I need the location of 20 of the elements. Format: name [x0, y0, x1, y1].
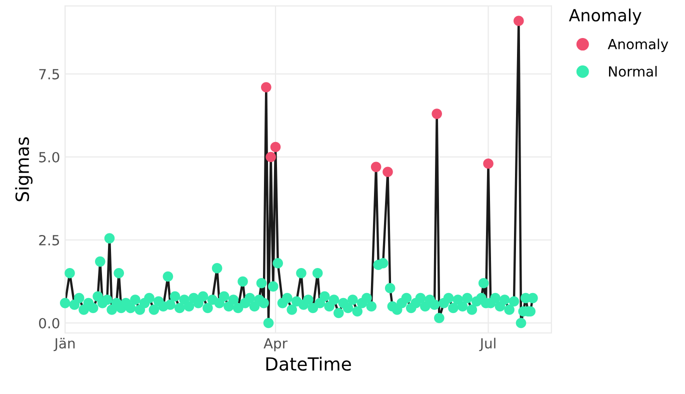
point: [514, 16, 524, 26]
y-tick-label: 2.5: [39, 234, 59, 246]
x-tick-label: Apr: [264, 338, 288, 352]
y-tick-label: 5.0: [39, 152, 60, 162]
y-axis-title: Sigmas: [15, 137, 33, 202]
point: [432, 108, 442, 119]
x-tick-label: Jän: [54, 338, 75, 352]
legend-label: Anomaly: [608, 38, 668, 52]
x-axis-title: DateTime: [266, 356, 351, 371]
legend-label: Normal: [609, 66, 657, 77]
legend-title: Anomaly: [568, 8, 642, 25]
y-tick-label: 7.5: [39, 69, 59, 80]
x-tick-label: Jul: [479, 338, 496, 352]
point: [261, 82, 272, 92]
point: [270, 142, 281, 152]
y-tick-label: 0.0: [39, 318, 60, 328]
point: [483, 158, 494, 169]
point: [382, 166, 393, 178]
point: [370, 162, 382, 172]
point: [266, 152, 276, 162]
